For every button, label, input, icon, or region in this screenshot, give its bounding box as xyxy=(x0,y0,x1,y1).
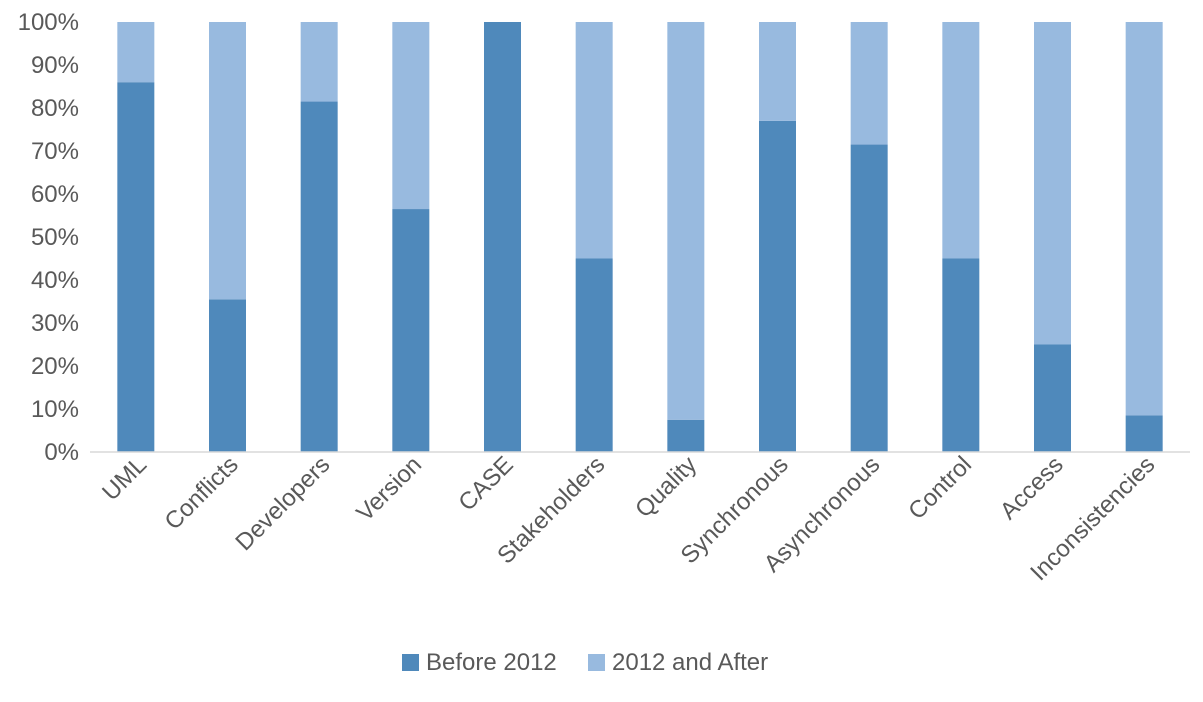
bar-segment-2012-and-after xyxy=(759,22,796,121)
bar-segment-before-2012 xyxy=(117,82,155,452)
x-category-label: Developers xyxy=(230,451,335,556)
bar-segment-before-2012 xyxy=(575,258,613,452)
bar-segment-before-2012 xyxy=(667,419,705,452)
bar-segment-2012-and-after xyxy=(667,22,705,420)
y-tick-label: 40% xyxy=(31,267,79,294)
legend-swatch xyxy=(588,654,605,671)
bar-segment-2012-and-after xyxy=(209,22,246,300)
bar-segment-before-2012 xyxy=(484,22,521,452)
bar-segment-2012-and-after xyxy=(300,22,338,102)
bar-segment-2012-and-after xyxy=(1125,22,1163,416)
x-category-label: Version xyxy=(351,451,427,527)
x-category-label: Control xyxy=(903,451,977,525)
x-category-label: CASE xyxy=(453,451,518,516)
bar-segment-before-2012 xyxy=(850,144,888,453)
bar-segment-2012-and-after xyxy=(942,22,980,259)
bar-segment-2012-and-after xyxy=(117,22,155,83)
legend: Before 2012 2012 and After xyxy=(402,649,768,676)
bar-segment-before-2012 xyxy=(1125,415,1163,452)
x-category-label: Quality xyxy=(630,451,702,523)
y-tick-label: 90% xyxy=(31,52,79,79)
bar-segment-2012-and-after xyxy=(850,22,888,145)
legend-label: Before 2012 xyxy=(426,649,557,676)
bar-segment-2012-and-after xyxy=(1034,22,1071,345)
bar-segment-before-2012 xyxy=(300,101,338,453)
bar-segment-before-2012 xyxy=(942,258,980,452)
bar-segment-before-2012 xyxy=(1034,344,1071,452)
y-tick-label: 10% xyxy=(31,396,79,423)
bar-segment-before-2012 xyxy=(392,209,430,452)
y-tick-label: 50% xyxy=(31,224,79,251)
y-tick-label: 30% xyxy=(31,310,79,337)
y-tick-label: 0% xyxy=(44,439,79,466)
x-category-label: Access xyxy=(995,451,1069,525)
y-axis-tick-labels: 0% 10% 20% 30% 40% 50% 60% 70% 80% 90% 100% xyxy=(18,9,79,466)
legend-label: 2012 and After xyxy=(612,649,768,676)
bar-segment-2012-and-after xyxy=(575,22,613,259)
y-tick-label: 70% xyxy=(31,138,79,165)
y-tick-label: 60% xyxy=(31,181,79,208)
bars-group xyxy=(117,22,1163,453)
bar-segment-2012-and-after xyxy=(392,22,430,210)
legend-swatch xyxy=(402,654,419,671)
y-tick-label: 80% xyxy=(31,95,79,122)
y-tick-label: 20% xyxy=(31,353,79,380)
bar-segment-before-2012 xyxy=(759,120,796,453)
y-tick-label: 100% xyxy=(18,9,79,36)
x-category-label: Conflicts xyxy=(160,451,244,535)
bar-segment-before-2012 xyxy=(209,299,246,452)
x-category-label: UML xyxy=(97,451,152,506)
